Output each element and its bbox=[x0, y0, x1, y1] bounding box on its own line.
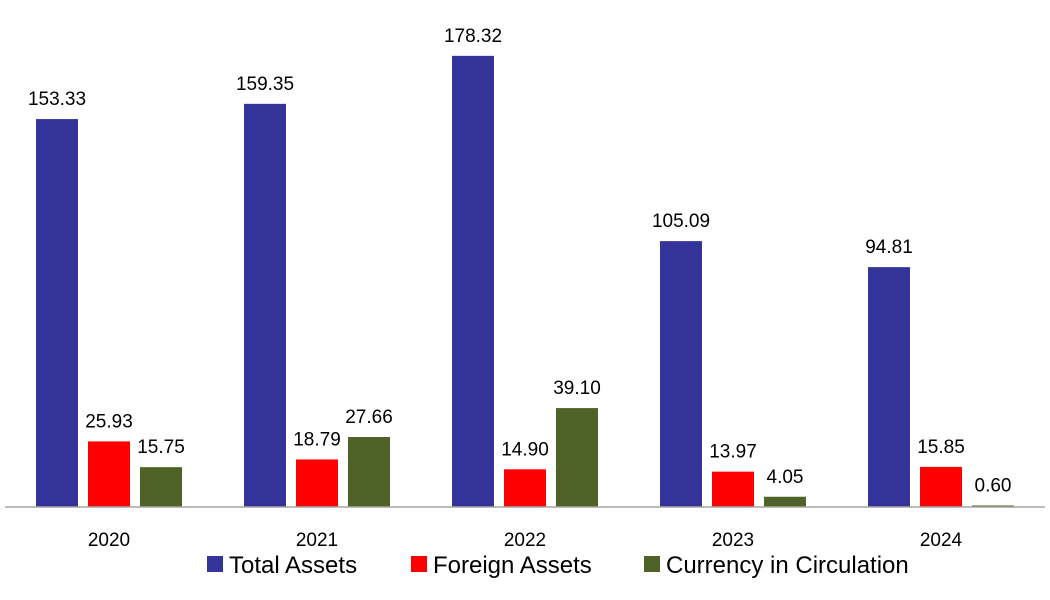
legend-item-currency-in-circulation: Currency in Circulation bbox=[644, 552, 909, 579]
data-label-total-assets-2023: 105.09 bbox=[652, 211, 710, 232]
data-label-currency-in-circulation-2022: 39.10 bbox=[553, 378, 601, 399]
data-label-foreign-assets-2024: 15.85 bbox=[917, 437, 965, 458]
bar-foreign-assets-2022 bbox=[504, 469, 546, 507]
legend-item-foreign-assets: Foreign Assets bbox=[411, 552, 592, 579]
data-label-foreign-assets-2022: 14.90 bbox=[501, 439, 549, 460]
data-label-currency-in-circulation-2021: 27.66 bbox=[345, 407, 393, 428]
bar-currency-in-circulation-2021 bbox=[348, 437, 390, 507]
data-label-total-assets-2021: 159.35 bbox=[236, 74, 294, 95]
x-tick-label-2023: 2023 bbox=[712, 530, 754, 551]
legend-swatch-currency-in-circulation bbox=[644, 556, 660, 572]
data-label-currency-in-circulation-2024: 0.60 bbox=[975, 475, 1012, 496]
bars-group bbox=[36, 55, 1014, 508]
x-tick-label-2024: 2024 bbox=[920, 530, 963, 551]
bar-foreign-assets-2023 bbox=[712, 471, 754, 507]
bar-total-assets-2020 bbox=[36, 119, 78, 507]
data-label-currency-in-circulation-2020: 15.75 bbox=[137, 437, 185, 458]
bar-currency-in-circulation-2024 bbox=[972, 505, 1014, 507]
bar-currency-in-circulation-2022 bbox=[556, 408, 598, 507]
legend-label-total-assets: Total Assets bbox=[229, 552, 357, 579]
legend-swatch-total-assets bbox=[207, 556, 223, 572]
data-label-total-assets-2022: 178.32 bbox=[444, 26, 502, 47]
legend-label-foreign-assets: Foreign Assets bbox=[433, 552, 592, 579]
legend: Total Assets Foreign Assets Currency in Ci… bbox=[207, 552, 909, 579]
data-label-foreign-assets-2021: 18.79 bbox=[293, 429, 341, 450]
data-label-foreign-assets-2020: 25.93 bbox=[85, 411, 133, 432]
legend-label-currency-in-circulation: Currency in Circulation bbox=[666, 552, 909, 579]
bar-total-assets-2023 bbox=[660, 241, 702, 507]
bar-total-assets-2022 bbox=[452, 55, 494, 507]
bar-currency-in-circulation-2020 bbox=[140, 467, 182, 507]
legend-item-total-assets: Total Assets bbox=[207, 552, 357, 579]
bar-foreign-assets-2021 bbox=[296, 459, 338, 507]
bar-total-assets-2024 bbox=[868, 267, 910, 507]
bar-currency-in-circulation-2023 bbox=[764, 496, 806, 507]
x-tick-label-2021: 2021 bbox=[296, 530, 338, 551]
data-label-currency-in-circulation-2023: 4.05 bbox=[767, 467, 804, 488]
data-label-foreign-assets-2023: 13.97 bbox=[709, 442, 757, 463]
x-tick-labels-group: 2020 2021 2022 2023 2024 bbox=[88, 530, 963, 551]
x-tick-label-2020: 2020 bbox=[88, 530, 130, 551]
bar-foreign-assets-2024 bbox=[920, 466, 962, 507]
data-label-total-assets-2020: 153.33 bbox=[28, 89, 86, 110]
bar-total-assets-2021 bbox=[244, 103, 286, 508]
bar-foreign-assets-2020 bbox=[88, 441, 130, 507]
data-label-total-assets-2024: 94.81 bbox=[865, 237, 913, 258]
legend-swatch-foreign-assets bbox=[411, 556, 427, 572]
x-tick-label-2022: 2022 bbox=[504, 530, 546, 551]
